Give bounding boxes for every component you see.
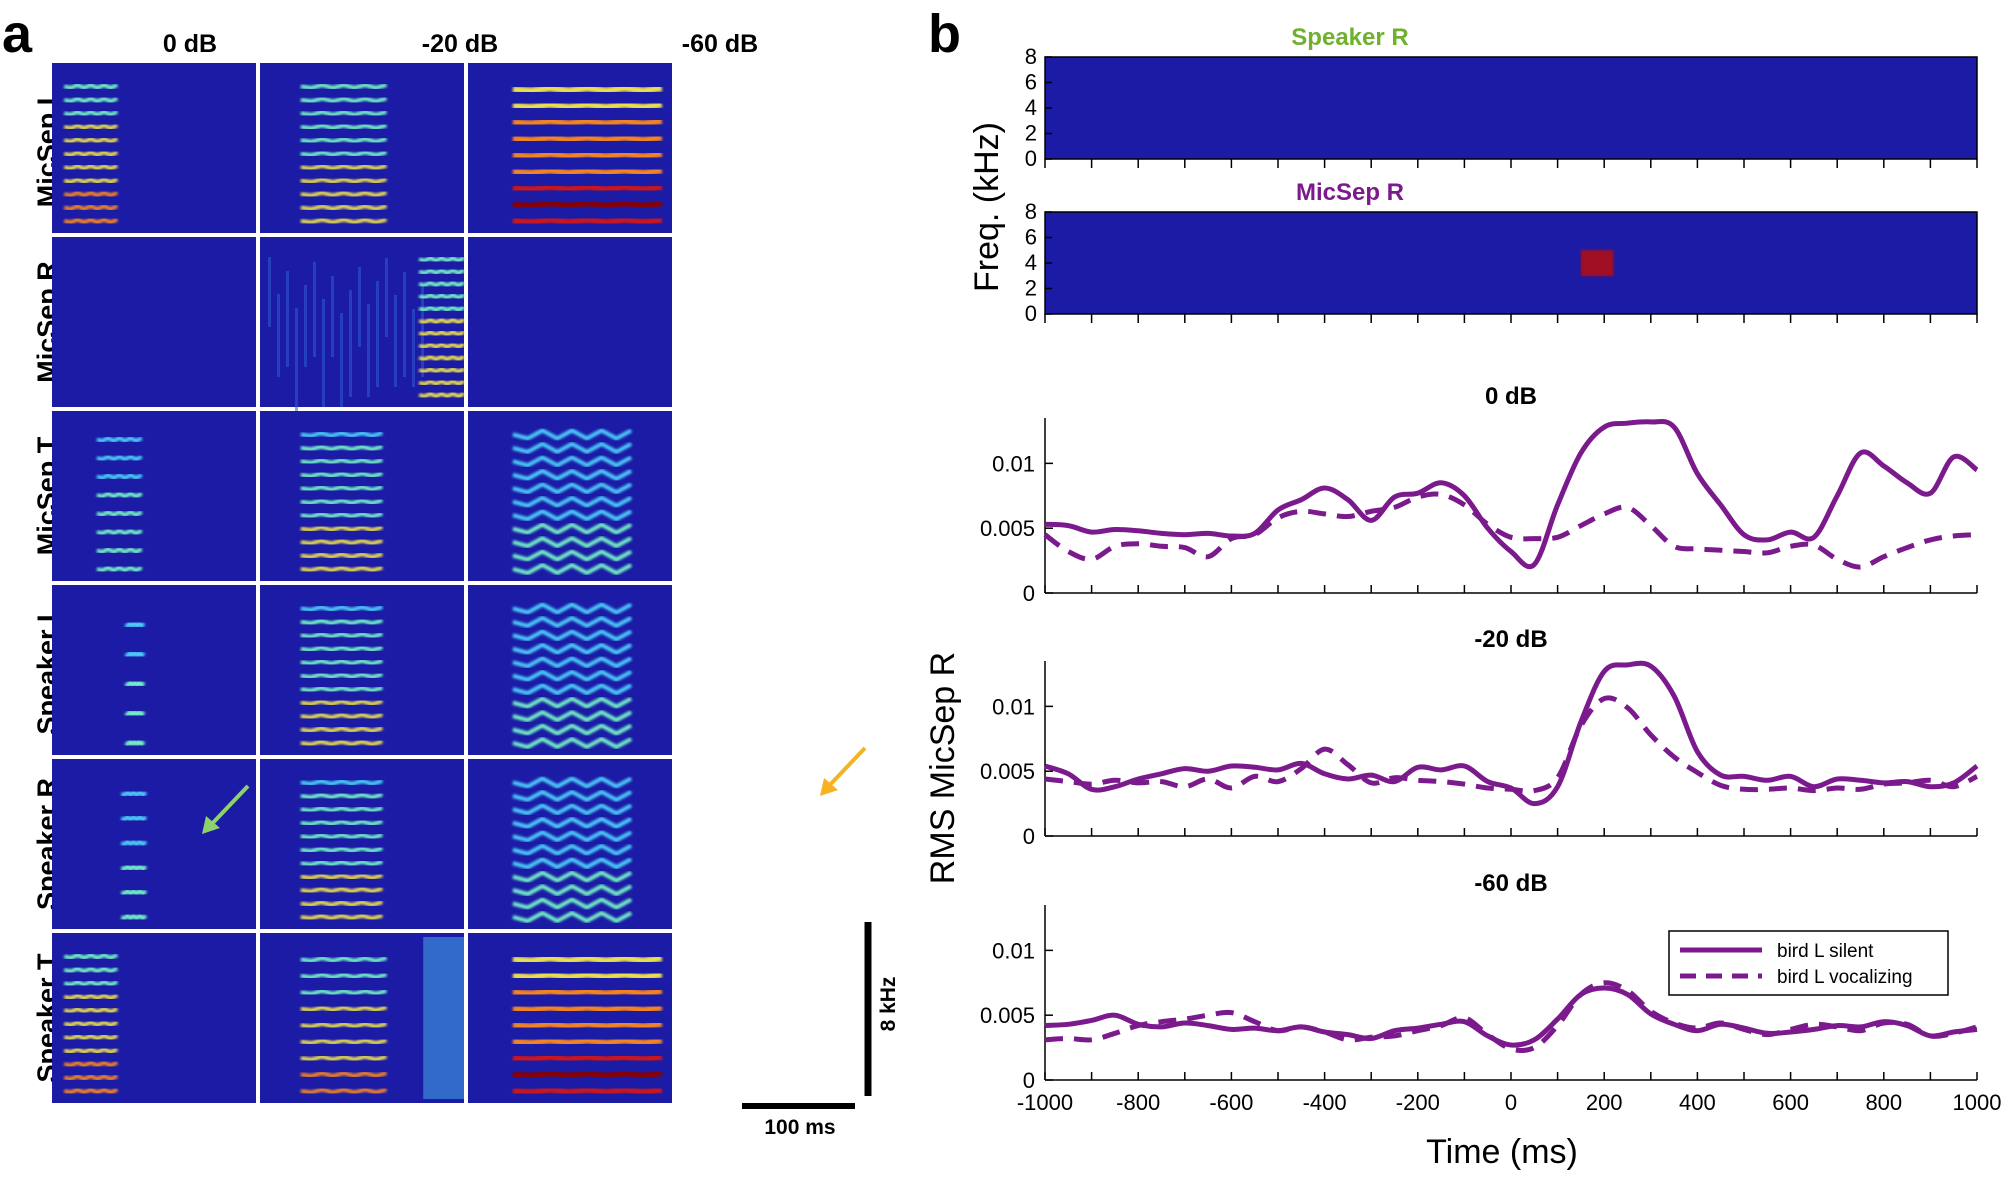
freq-tick-label: 2 — [1025, 276, 1037, 301]
panel-b-letter: b — [928, 4, 961, 64]
spectrogram-cell — [468, 411, 672, 581]
scale-label-vertical: 8 kHz — [877, 977, 900, 1032]
x-tick-label: 600 — [1772, 1090, 1809, 1115]
spectrogram-cell — [52, 759, 256, 929]
legend-entry-silent: bird L silent — [1777, 941, 1874, 962]
freq-tick-label: 8 — [1025, 199, 1037, 224]
series-line-vocalizing — [1043, 491, 1978, 570]
y-tick-label: 0.01 — [992, 694, 1035, 719]
freq-tick-label: 0 — [1025, 301, 1037, 326]
freq-tick-label: 4 — [1025, 250, 1037, 275]
spectrogram-cell — [260, 63, 464, 233]
y-tick-label: 0.005 — [980, 1003, 1035, 1028]
rms-chart: -20 dB 0 0.005 0.01 — [980, 626, 1979, 849]
spectrogram-cell — [52, 585, 256, 755]
green-arrow — [202, 784, 250, 834]
freq-tick-label: 6 — [1025, 70, 1037, 95]
spectrogram-cell — [260, 759, 464, 929]
freq-tick-label: 0 — [1025, 146, 1037, 171]
freq-axis-label: Freq. (kHz) — [968, 122, 1006, 292]
series-line-silent — [1044, 418, 1979, 570]
x-tick-label: 400 — [1679, 1090, 1716, 1115]
spectrogram-grid — [52, 63, 672, 1103]
column-titles: 0 dB -20 dB -60 dB — [163, 30, 758, 58]
series-line-silent — [1044, 985, 1978, 1048]
y-tick-label: 0 — [1023, 1068, 1035, 1093]
x-tick-label: 200 — [1586, 1090, 1623, 1115]
x-tick-label: -600 — [1209, 1090, 1253, 1115]
spectrogram-cell — [260, 411, 464, 581]
orange-arrow — [820, 746, 867, 796]
y-tick-label: 0.01 — [992, 451, 1035, 476]
spectrogram-cell — [52, 237, 256, 407]
series-line-vocalizing — [1044, 980, 1978, 1053]
spectrogram-cell — [468, 585, 672, 755]
column-title: 0 dB — [163, 30, 217, 58]
spectrogram-cell — [52, 63, 256, 233]
y-tick-label: 0 — [1023, 581, 1035, 606]
x-tick-label: -400 — [1303, 1090, 1347, 1115]
spectrogram-cell — [468, 63, 672, 233]
spectrogram-cell — [260, 585, 464, 755]
rms-chart: -60 dB 0 0.005 0.01 -1000 -800 -600 -400 -200 0 20… — [980, 870, 2002, 1115]
x-tick-label: 800 — [1865, 1090, 1902, 1115]
freq-tick-label: 6 — [1025, 225, 1037, 250]
x-tick-label: 0 — [1505, 1090, 1517, 1115]
legend-entry-vocalizing: bird L vocalizing — [1777, 967, 1913, 988]
x-tick-label: -200 — [1396, 1090, 1440, 1115]
freq-tick-label: 4 — [1025, 95, 1037, 120]
spectrogram-cell — [468, 237, 672, 407]
column-title: -60 dB — [682, 30, 758, 58]
rms-chart: 0 dB 0 0.005 0.01 — [980, 383, 1979, 606]
scale-label-horizontal: 100 ms — [764, 1116, 835, 1139]
spectro-title-micsep-r: MicSep R — [1296, 179, 1404, 206]
y-tick-label: 0.01 — [992, 938, 1035, 963]
x-tick-label: -1000 — [1017, 1090, 1073, 1115]
legend — [1668, 930, 1949, 996]
x-tick-label: 1000 — [1953, 1090, 2002, 1115]
spectrogram-cell — [260, 237, 465, 417]
column-title: -20 dB — [422, 30, 498, 58]
freq-tick-label: 8 — [1025, 44, 1037, 69]
spectrogram-cell — [468, 933, 672, 1103]
rms-line-charts: 0 dB 0 0.005 0.01 -20 dB 0 0.005 0.01 -60 dB 0 0.0… — [980, 383, 2002, 1115]
y-tick-label: 0 — [1023, 824, 1035, 849]
series-line-silent — [1044, 660, 1979, 807]
x-tick-label: -800 — [1116, 1090, 1160, 1115]
rms-chart-title: 0 dB — [1485, 383, 1537, 410]
spectrogram-cell — [468, 759, 672, 929]
series-line-vocalizing — [1044, 695, 1979, 794]
freq-tick-label: 2 — [1025, 121, 1037, 146]
rms-axis-label: RMS MicSep R — [924, 652, 962, 884]
rms-chart-title: -60 dB — [1474, 870, 1547, 897]
y-tick-label: 0.005 — [980, 516, 1035, 541]
spectrogram-cell — [260, 933, 464, 1103]
spectro-title-speaker-r: Speaker R — [1291, 24, 1408, 51]
spectrogram-cell — [52, 411, 256, 581]
y-tick-label: 0.005 — [980, 759, 1035, 784]
time-axis-label: Time (ms) — [1426, 1133, 1578, 1171]
panel-a-letter: a — [2, 4, 33, 64]
rms-chart-title: -20 dB — [1474, 626, 1547, 653]
spectrogram-cell — [52, 933, 256, 1103]
